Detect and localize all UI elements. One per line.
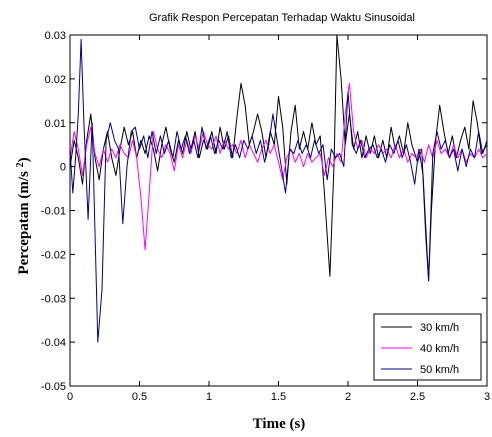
y-tick-label: -0.01 [41, 206, 66, 218]
x-tick-label: 2.5 [410, 391, 425, 403]
y-tick-label: -0.04 [41, 337, 66, 349]
chart-title: Grafik Respon Percepatan Terhadap Waktu … [149, 12, 415, 24]
x-tick-label: 1 [206, 391, 212, 403]
y-axis-label-superscript: 2 [15, 162, 26, 167]
y-tick-label: 0 [60, 162, 66, 174]
y-axis-label: Percepatan (m/s 2) [15, 157, 33, 274]
x-tick-label: 1.5 [271, 391, 286, 403]
series-line-3 [69, 38, 488, 343]
legend-label-3: 50 km/h [420, 364, 459, 376]
x-axis-label: Time (s) [253, 416, 306, 432]
y-tick-label: -0.03 [41, 293, 66, 305]
x-tick-label: 0.5 [132, 391, 147, 403]
series-line-1 [69, 34, 488, 282]
y-tick-label: 0.02 [45, 74, 66, 86]
y-tick-label: -0.02 [41, 249, 66, 261]
series-line-2 [69, 82, 488, 251]
legend: 30 km/h 40 km/h 50 km/h [373, 313, 482, 381]
x-tick-label: 2 [345, 391, 351, 403]
legend-label-1: 30 km/h [420, 322, 459, 334]
y-axis-label-suffix: ) [16, 157, 32, 162]
x-tick-label: 3 [484, 391, 490, 403]
series-layer [69, 34, 488, 343]
legend-items: 30 km/h 40 km/h 50 km/h [381, 322, 459, 376]
y-tick-label: 0.03 [45, 30, 66, 42]
y-tick-label: 0.01 [45, 118, 66, 130]
tick-layer: 0 0.5 1 1.5 2 2.5 3 0.03 0.02 0.01 0 -0.01 -0.02 -0.0… [41, 30, 490, 403]
y-tick-label: -0.05 [41, 381, 66, 393]
y-axis-label-text: Percepatan (m/s [16, 171, 32, 275]
legend-label-2: 40 km/h [420, 343, 459, 355]
x-tick-label: 0 [67, 391, 73, 403]
